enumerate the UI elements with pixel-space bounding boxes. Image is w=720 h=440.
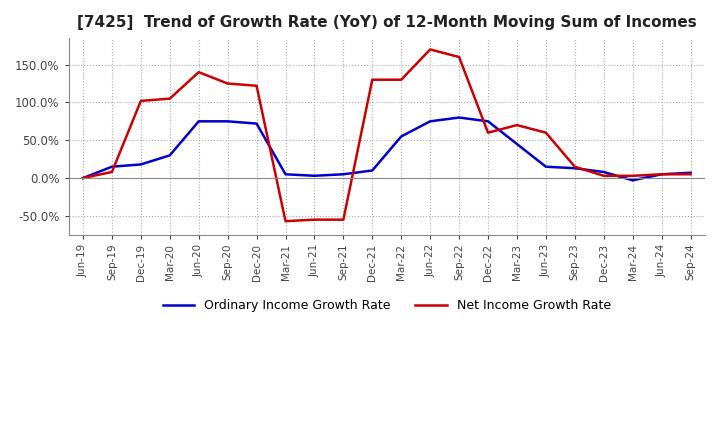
Ordinary Income Growth Rate <box>513 141 521 147</box>
Ordinary Income Growth Rate <box>368 168 377 173</box>
Net Income Growth Rate <box>107 169 116 175</box>
Ordinary Income Growth Rate <box>397 134 405 139</box>
Net Income Growth Rate <box>397 77 405 82</box>
Ordinary Income Growth Rate <box>137 162 145 167</box>
Net Income Growth Rate <box>570 164 579 169</box>
Ordinary Income Growth Rate <box>455 115 464 120</box>
Legend: Ordinary Income Growth Rate, Net Income Growth Rate: Ordinary Income Growth Rate, Net Income … <box>158 294 616 317</box>
Ordinary Income Growth Rate <box>570 165 579 171</box>
Net Income Growth Rate <box>541 130 550 136</box>
Net Income Growth Rate <box>137 98 145 103</box>
Ordinary Income Growth Rate <box>657 172 666 177</box>
Ordinary Income Growth Rate <box>223 119 232 124</box>
Ordinary Income Growth Rate <box>629 178 637 183</box>
Ordinary Income Growth Rate <box>194 119 203 124</box>
Net Income Growth Rate <box>629 173 637 179</box>
Net Income Growth Rate <box>455 55 464 60</box>
Line: Net Income Growth Rate: Net Income Growth Rate <box>83 49 690 221</box>
Net Income Growth Rate <box>282 219 290 224</box>
Net Income Growth Rate <box>600 173 608 179</box>
Ordinary Income Growth Rate <box>310 173 319 179</box>
Ordinary Income Growth Rate <box>252 121 261 126</box>
Net Income Growth Rate <box>223 81 232 86</box>
Net Income Growth Rate <box>310 217 319 222</box>
Net Income Growth Rate <box>686 172 695 177</box>
Net Income Growth Rate <box>657 172 666 177</box>
Net Income Growth Rate <box>339 217 348 222</box>
Ordinary Income Growth Rate <box>282 172 290 177</box>
Ordinary Income Growth Rate <box>78 176 87 181</box>
Net Income Growth Rate <box>368 77 377 82</box>
Net Income Growth Rate <box>252 83 261 88</box>
Ordinary Income Growth Rate <box>686 170 695 176</box>
Ordinary Income Growth Rate <box>107 164 116 169</box>
Ordinary Income Growth Rate <box>426 119 434 124</box>
Ordinary Income Growth Rate <box>541 164 550 169</box>
Line: Ordinary Income Growth Rate: Ordinary Income Growth Rate <box>83 117 690 180</box>
Ordinary Income Growth Rate <box>166 153 174 158</box>
Net Income Growth Rate <box>194 70 203 75</box>
Net Income Growth Rate <box>513 122 521 128</box>
Ordinary Income Growth Rate <box>600 169 608 175</box>
Net Income Growth Rate <box>166 96 174 101</box>
Net Income Growth Rate <box>484 130 492 136</box>
Net Income Growth Rate <box>426 47 434 52</box>
Title: [7425]  Trend of Growth Rate (YoY) of 12-Month Moving Sum of Incomes: [7425] Trend of Growth Rate (YoY) of 12-… <box>77 15 697 30</box>
Ordinary Income Growth Rate <box>339 172 348 177</box>
Ordinary Income Growth Rate <box>484 119 492 124</box>
Net Income Growth Rate <box>78 176 87 181</box>
